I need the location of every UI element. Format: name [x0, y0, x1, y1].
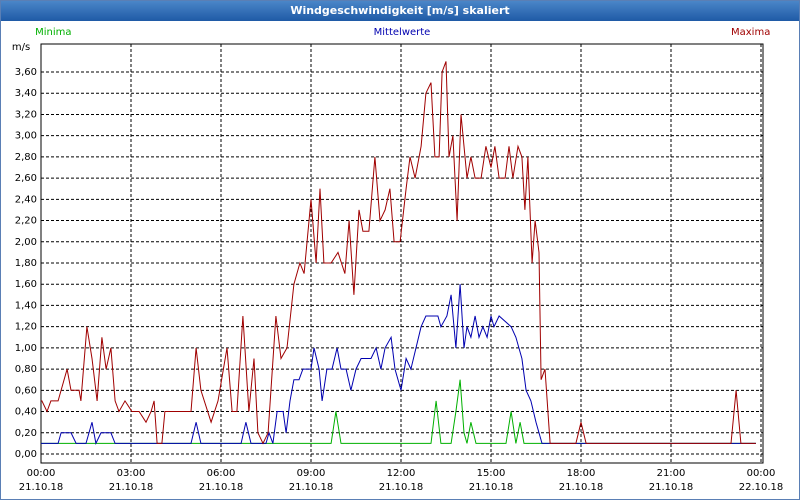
legend-entry: Maxima: [731, 27, 770, 38]
y-tick-label: 3,60: [15, 67, 37, 78]
y-tick-label: 2,20: [15, 216, 37, 227]
y-tick-label: 1,80: [15, 258, 37, 269]
y-tick-label: 0,80: [15, 364, 37, 375]
y-axis-label: m/s: [12, 42, 30, 53]
series-line: [41, 284, 756, 445]
y-tick-label: 2,40: [15, 194, 37, 205]
y-tick-label: 1,40: [15, 300, 37, 311]
series-line: [41, 61, 756, 445]
x-tick-label: 00:00 22.10.18: [738, 468, 784, 493]
y-tick-label: 0,40: [15, 407, 37, 418]
y-tick-label: 3,00: [15, 131, 37, 142]
y-tick-label: 1,20: [15, 322, 37, 333]
x-tick-label: 15:00 21.10.18: [468, 468, 514, 493]
x-tick-label: 03:00 21.10.18: [108, 468, 154, 493]
chart-title: Windgeschwindigkeit [m/s] skaliert: [1, 1, 799, 21]
legend-entry: Mittelwerte: [374, 27, 431, 38]
x-tick-label: 06:00 21.10.18: [198, 468, 244, 493]
x-tick-label: 12:00 21.10.18: [378, 468, 424, 493]
y-tick-label: 3,20: [15, 109, 37, 120]
y-tick-label: 2,80: [15, 152, 37, 163]
y-tick-label: 2,60: [15, 173, 37, 184]
y-tick-label: 3,40: [15, 88, 37, 99]
y-tick-label: 0,20: [15, 428, 37, 439]
y-tick-label: 0,60: [15, 385, 37, 396]
y-tick-label: 2,00: [15, 237, 37, 248]
legend-entry: Minima: [35, 27, 71, 38]
y-tick-label: 1,60: [15, 279, 37, 290]
y-tick-label: 1,00: [15, 343, 37, 354]
x-tick-label: 21:00 21.10.18: [648, 468, 694, 493]
y-tick-label: 0,00: [15, 449, 37, 460]
x-tick-label: 00:00 21.10.18: [18, 468, 64, 493]
series-line: [41, 379, 756, 444]
x-tick-label: 18:00 21.10.18: [558, 468, 604, 493]
plot-frame: [40, 43, 764, 464]
x-tick-label: 09:00 21.10.18: [288, 468, 334, 493]
